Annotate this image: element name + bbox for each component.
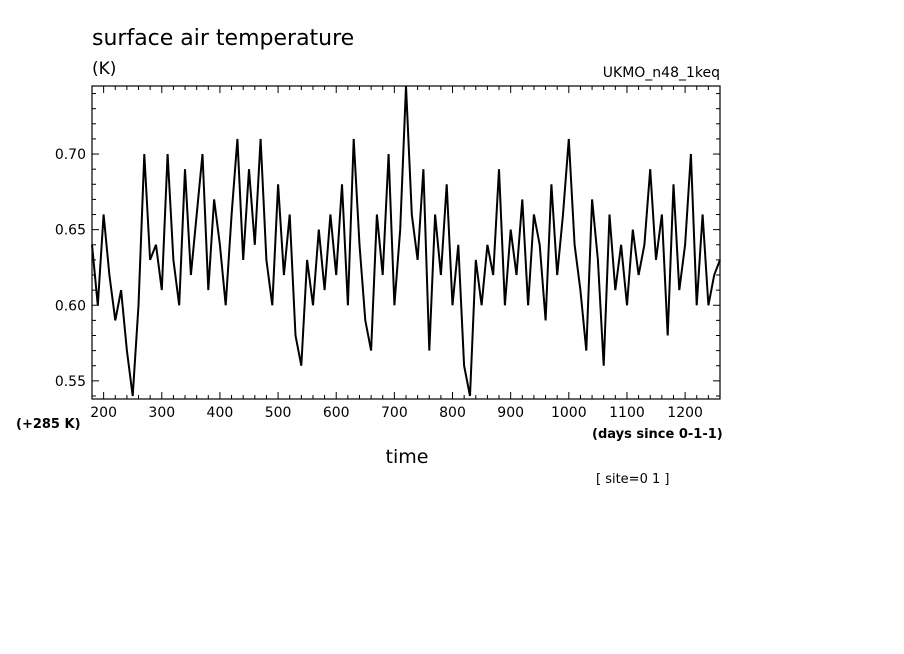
x-tick-label: 500	[265, 405, 292, 421]
y-tick-label: 0.65	[55, 223, 86, 239]
plot-frame	[91, 85, 721, 400]
x-tick-label: 300	[148, 405, 175, 421]
plot-border	[91, 85, 721, 400]
x-axis-ticks: 200 300 400 500 600 700 800 900 1000 1100 1200	[90, 86, 721, 421]
x-tick-label: 1000	[551, 405, 587, 421]
y-tick-label: 0.70	[55, 147, 86, 163]
y-axis-ticks: 0.55 0.60 0.65 0.70	[55, 93, 720, 397]
temperature-series-line	[91, 85, 721, 397]
x-tick-label: 800	[439, 405, 466, 421]
site-label: [ site=0 1 ]	[596, 472, 669, 487]
unit-label: (K)	[92, 59, 116, 79]
chart-title: surface air temperature	[92, 26, 354, 51]
x-tick-label: 1200	[667, 405, 703, 421]
x-tick-label: 600	[323, 405, 350, 421]
x-tick-label: 900	[497, 405, 524, 421]
y-tick-label: 0.60	[55, 298, 86, 314]
x-tick-label: 1100	[609, 405, 645, 421]
y-tick-label: 0.55	[55, 374, 86, 390]
series-layer	[91, 85, 721, 397]
x-tick-label: 700	[381, 405, 408, 421]
x-unit-label: (days since 0-1-1)	[592, 427, 723, 442]
y-offset-label: (+285 K)	[16, 417, 81, 432]
x-tick-label: 400	[207, 405, 234, 421]
x-tick-label: 200	[90, 405, 117, 421]
x-axis-label: time	[386, 446, 429, 468]
source-label: UKMO_n48_1keq	[603, 65, 720, 81]
